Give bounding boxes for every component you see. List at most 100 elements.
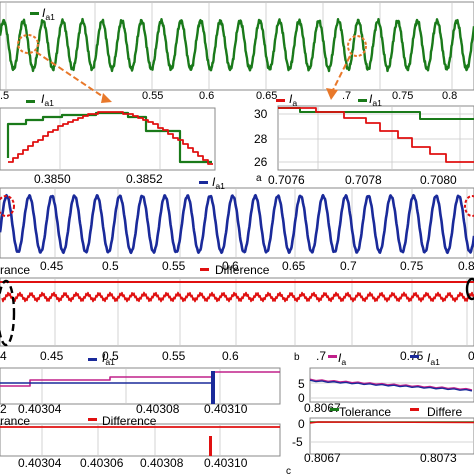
blb-xtick-2: 0.40308 bbox=[140, 456, 184, 470]
bla-series-ia1-line bbox=[0, 382, 213, 404]
brb-legend-tolerance: Tolerance bbox=[339, 405, 391, 419]
midred-marker-right bbox=[465, 277, 474, 301]
bra-xpartial-0: .7 bbox=[316, 349, 326, 363]
annotation-layer bbox=[0, 34, 474, 347]
midblue-marker-left bbox=[0, 195, 15, 217]
brb-ytick-1: -5 bbox=[292, 435, 303, 449]
midred-xtick-partial-left: 4 bbox=[0, 349, 7, 363]
bra-series-ia1 bbox=[309, 379, 473, 392]
midred-legend-swatch bbox=[200, 268, 209, 271]
zoomright-legend-label-ia: Ia bbox=[289, 92, 297, 108]
zoomright-series-ia bbox=[278, 107, 474, 163]
midblue-xtick-3: 0.6 bbox=[222, 259, 239, 273]
zoom-circle-1 bbox=[17, 34, 39, 54]
midred-series-difference bbox=[1, 291, 474, 303]
bla-series-ia1-step bbox=[211, 371, 215, 404]
midblue-legend-label: Ia1 bbox=[212, 175, 225, 191]
brb-xtick-0: 0.8067 bbox=[304, 451, 341, 465]
zoomleft-frame bbox=[0, 107, 216, 171]
blb-legend-difference: Difference bbox=[102, 414, 157, 428]
zoomright-legend-swatch-ia1 bbox=[358, 99, 367, 102]
zoomleft-legend-swatch bbox=[26, 100, 35, 103]
top-series-ia1 bbox=[0, 17, 474, 73]
zoom-circle-2 bbox=[347, 35, 367, 57]
bra-series-ia bbox=[309, 378, 473, 391]
midred-frame bbox=[0, 277, 474, 347]
bra-ytick-0: 5 bbox=[298, 377, 305, 391]
blb-series-difference bbox=[209, 436, 212, 456]
bla-legend-swatch bbox=[88, 358, 97, 361]
midred-xtick-3: 0.6 bbox=[222, 349, 239, 363]
bla-xtick-2: 0.40310 bbox=[204, 402, 248, 416]
zoomright-ytick-0: 30 bbox=[254, 107, 268, 121]
zoomright-xtick-2: 0.7080 bbox=[420, 173, 457, 187]
zoomright-ytick-1: 28 bbox=[254, 132, 268, 146]
brb-series-difference bbox=[309, 421, 474, 424]
zoomright-xtick-1: 0.7078 bbox=[345, 173, 382, 187]
top-xtick-6: 0.8 bbox=[442, 90, 457, 102]
brb-legend-swatch-diff bbox=[410, 408, 419, 411]
top-xtick-4: .7 bbox=[342, 90, 351, 102]
bra-xtick-0: 0.8067 bbox=[304, 401, 341, 415]
bla-xtick-partial: 2 bbox=[0, 402, 7, 416]
midblue-xtick-4: 0.65 bbox=[282, 259, 306, 273]
zoomright-ytick-2: 26 bbox=[254, 155, 268, 169]
zoomright-series-ia1 bbox=[278, 107, 474, 120]
top-xtick-1: 0.55 bbox=[142, 90, 163, 102]
brb-panel-letter: c bbox=[286, 466, 291, 474]
bla-xtick-0: 0.40304 bbox=[18, 402, 62, 416]
top-xtick-partial: .5 bbox=[0, 90, 9, 102]
zoomleft-series-ia bbox=[8, 111, 213, 165]
midblue-xtick-6: 0.75 bbox=[400, 259, 424, 273]
midred-xtick-2: 0.55 bbox=[162, 349, 186, 363]
zoom-arrow-1 bbox=[35, 51, 109, 101]
zoomleft-series-ia1 bbox=[6, 111, 212, 164]
midblue-xtick-5: 0.7 bbox=[340, 259, 357, 273]
zoomright-legend-label-ia1: Ia1 bbox=[369, 92, 382, 108]
bra-panel-letter: b bbox=[294, 352, 300, 363]
midblue-marker-right bbox=[464, 195, 474, 217]
blb-xtick-1: 0.40306 bbox=[80, 456, 124, 470]
zoom-arrowhead-2 bbox=[326, 88, 338, 100]
blb-legend-tolerance: rance bbox=[0, 414, 30, 428]
zoomleft-xtick-0: 0.3850 bbox=[34, 172, 71, 186]
panel-top-frame bbox=[0, 1, 474, 91]
brb-xtick-1: 0.8073 bbox=[420, 451, 457, 465]
bla-xtick-1: 0.40308 bbox=[136, 402, 180, 416]
zoom-arrow-2 bbox=[331, 55, 351, 93]
blb-frame bbox=[0, 423, 281, 457]
top-legend-swatch bbox=[30, 12, 39, 15]
brb-legend-difference: Differe bbox=[427, 405, 462, 419]
top-xtick-5: 0.75 bbox=[392, 90, 413, 102]
bra-legend-swatch-ia bbox=[328, 355, 337, 358]
bra-legend-swatch-ia1 bbox=[410, 355, 419, 358]
midblue-xtick-1: 0.5 bbox=[102, 259, 119, 273]
bla-frame bbox=[0, 367, 281, 405]
midred-marker-left bbox=[0, 279, 16, 347]
zoomright-xtick-0: 0.7076 bbox=[268, 173, 305, 187]
bra-legend-label-ia1: Ia1 bbox=[427, 351, 440, 367]
zoomright-panel-letter: a bbox=[256, 173, 262, 184]
zoomleft-xtick-1: 0.3852 bbox=[126, 172, 163, 186]
midblue-xtick-2: 0.55 bbox=[162, 259, 186, 273]
midblue-frame bbox=[0, 187, 474, 259]
bra-ytick-1: 0 bbox=[298, 391, 305, 405]
blb-legend-swatch bbox=[88, 418, 97, 421]
zoomright-frame bbox=[277, 105, 474, 171]
blb-xtick-0: 0.40304 bbox=[18, 456, 62, 470]
plot-layer bbox=[0, 17, 474, 456]
midred-legend-difference: Difference bbox=[215, 263, 270, 277]
bra-frame bbox=[309, 367, 474, 403]
bla-legend-label: Ia1 bbox=[102, 351, 115, 367]
brb-legend-swatch-tol bbox=[330, 408, 339, 411]
midred-xtick-0: 0.45 bbox=[40, 349, 64, 363]
zoom-arrowhead-1 bbox=[101, 93, 112, 103]
zoomleft-legend-label: Ia1 bbox=[41, 92, 54, 108]
zoomright-legend-swatch-ia bbox=[276, 99, 285, 102]
midblue-series-ia1 bbox=[0, 193, 474, 255]
top-xtick-3: 0.65 bbox=[256, 90, 277, 102]
midred-xtick-partial-right: 0 bbox=[468, 349, 474, 363]
brb-ytick-0: 0 bbox=[298, 417, 305, 431]
top-xtick-2: 0.6 bbox=[199, 90, 214, 102]
